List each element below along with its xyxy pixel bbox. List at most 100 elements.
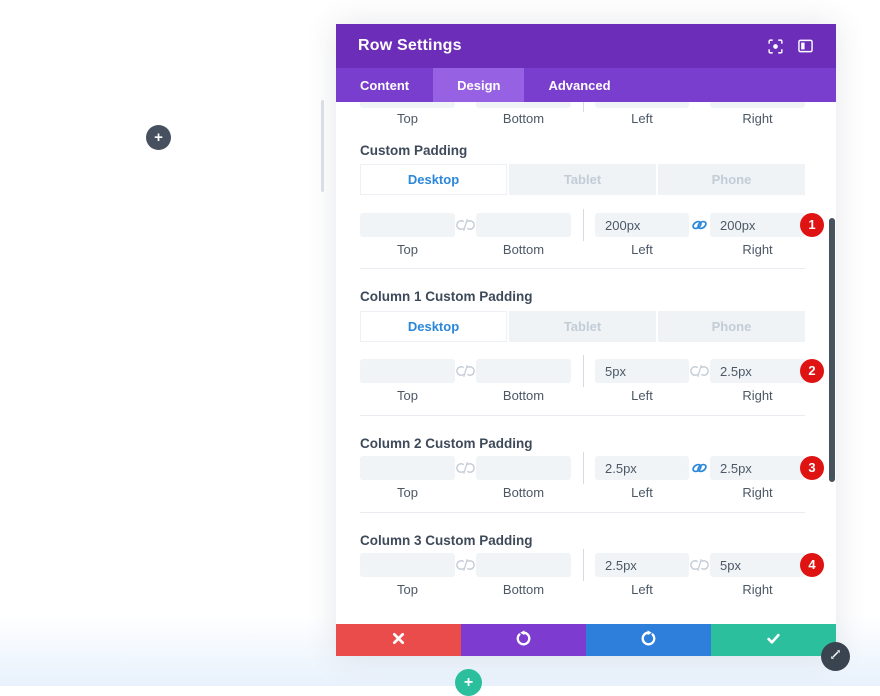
section-separator xyxy=(360,512,805,513)
label-bottom: Bottom xyxy=(502,111,545,126)
column3-padding-left-input[interactable] xyxy=(595,553,689,577)
margin-field-labels: Top Bottom Left Right xyxy=(360,111,825,126)
annotation-badge-4: 4 xyxy=(800,553,824,577)
device-tab-phone[interactable]: Phone xyxy=(658,164,805,195)
margin-left-input[interactable] xyxy=(595,102,689,108)
fields-divider xyxy=(583,355,584,387)
section-separator xyxy=(360,415,805,416)
padding-bottom-input[interactable] xyxy=(476,213,571,237)
group-heading-column3-padding: Column 3 Custom Padding xyxy=(360,533,533,548)
fields-divider xyxy=(583,209,584,241)
device-tab-phone[interactable]: Phone xyxy=(658,311,805,342)
column2-padding-left-input[interactable] xyxy=(595,456,689,480)
resize-handle-button[interactable] xyxy=(821,642,850,671)
diagonal-arrows-icon xyxy=(829,648,842,666)
save-button[interactable] xyxy=(711,624,836,656)
label-top: Top xyxy=(397,111,418,126)
column2-padding-fields-row: 3 xyxy=(360,452,825,484)
fields-divider xyxy=(583,452,584,484)
column2-padding-bottom-input[interactable] xyxy=(476,456,571,480)
label-top: Top xyxy=(397,388,418,403)
redo-icon xyxy=(640,630,657,650)
column1-padding-bottom-input[interactable] xyxy=(476,359,571,383)
link-left-right-icon[interactable] xyxy=(689,461,710,475)
plus-icon: + xyxy=(154,129,163,146)
column3-padding-bottom-input[interactable] xyxy=(476,553,571,577)
unlink-top-bottom-icon[interactable] xyxy=(455,218,476,232)
margin-right-input[interactable] xyxy=(710,102,805,108)
unlink-top-bottom-icon[interactable] xyxy=(455,364,476,378)
column1-padding-fields-row: 2 xyxy=(360,355,825,387)
plus-icon: + xyxy=(463,673,474,691)
label-right: Right xyxy=(742,582,773,597)
padding-left-input[interactable] xyxy=(595,213,689,237)
label-left: Left xyxy=(631,111,653,126)
undo-button[interactable] xyxy=(461,624,586,656)
device-tab-desktop[interactable]: Desktop xyxy=(360,311,507,342)
label-right: Right xyxy=(742,485,773,500)
label-bottom: Bottom xyxy=(502,242,545,257)
label-top: Top xyxy=(397,242,418,257)
tab-design-label: Design xyxy=(457,77,501,93)
unlink-left-right-icon[interactable] xyxy=(689,364,710,378)
modal-title: Row Settings xyxy=(358,37,462,54)
cancel-button[interactable] xyxy=(336,624,461,656)
tab-content[interactable]: Content xyxy=(336,68,433,102)
tab-advanced[interactable]: Advanced xyxy=(524,68,634,102)
label-left: Left xyxy=(631,388,653,403)
device-tabs: Desktop Tablet Phone xyxy=(360,164,805,195)
padding-field-labels: Top Bottom Left Right xyxy=(360,242,825,257)
modal-tab-bar: Content Design Advanced xyxy=(336,68,836,102)
margin-top-input[interactable] xyxy=(360,102,455,108)
modal-header: Row Settings xyxy=(336,24,836,68)
column2-padding-top-input[interactable] xyxy=(360,456,455,480)
column2-padding-right-input[interactable] xyxy=(710,456,805,480)
padding-top-input[interactable] xyxy=(360,213,455,237)
column1-padding-left-input[interactable] xyxy=(595,359,689,383)
modal-body: Top Bottom Left Right Custom Padding Des… xyxy=(336,102,836,624)
device-tab-tablet[interactable]: Tablet xyxy=(509,164,656,195)
column1-padding-right-input[interactable] xyxy=(710,359,805,383)
row-settings-modal: Row Settings Content Design xyxy=(336,24,836,656)
unlink-top-bottom-icon[interactable] xyxy=(455,558,476,572)
annotation-badge-1: 1 xyxy=(800,213,824,237)
column3-padding-right-input[interactable] xyxy=(710,553,805,577)
margin-fields-row-clipped xyxy=(360,102,825,112)
group-heading-column1-padding: Column 1 Custom Padding xyxy=(360,289,533,304)
label-left: Left xyxy=(631,582,653,597)
undo-icon xyxy=(515,630,532,650)
margin-bottom-input[interactable] xyxy=(476,102,571,108)
device-tab-desktop-label: Desktop xyxy=(407,319,460,334)
insert-module-button[interactable]: + xyxy=(455,669,482,696)
device-tabs: Desktop Tablet Phone xyxy=(360,311,805,342)
fields-divider xyxy=(583,549,584,581)
tab-design[interactable]: Design xyxy=(433,68,525,102)
add-section-button[interactable]: + xyxy=(146,125,171,150)
annotation-badge-2: 2 xyxy=(800,359,824,383)
column1-padding-top-input[interactable] xyxy=(360,359,455,383)
redo-button[interactable] xyxy=(586,624,711,656)
page-scrollbar[interactable] xyxy=(321,100,324,192)
column3-padding-top-input[interactable] xyxy=(360,553,455,577)
column3-field-labels: Top Bottom Left Right xyxy=(360,582,825,597)
dock-modal-icon[interactable] xyxy=(792,33,818,59)
unlink-top-bottom-icon[interactable] xyxy=(455,461,476,475)
label-right: Right xyxy=(742,242,773,257)
focus-preview-icon[interactable] xyxy=(762,33,788,59)
padding-right-input[interactable] xyxy=(710,213,805,237)
section-separator xyxy=(360,268,805,269)
modal-footer xyxy=(336,624,836,656)
label-right: Right xyxy=(742,111,773,126)
link-left-right-icon[interactable] xyxy=(689,218,710,232)
device-tab-desktop-label: Desktop xyxy=(407,172,460,187)
device-tab-tablet-label: Tablet xyxy=(563,172,602,187)
device-tab-desktop[interactable]: Desktop xyxy=(360,164,507,195)
unlink-left-right-icon[interactable] xyxy=(689,558,710,572)
column1-field-labels: Top Bottom Left Right xyxy=(360,388,825,403)
fields-divider xyxy=(583,102,584,112)
padding-fields-row: 1 xyxy=(360,209,825,241)
column3-padding-fields-row: 4 xyxy=(360,549,825,581)
device-tab-tablet[interactable]: Tablet xyxy=(509,311,656,342)
x-icon xyxy=(392,632,405,648)
modal-scrollbar-thumb[interactable] xyxy=(829,218,835,482)
